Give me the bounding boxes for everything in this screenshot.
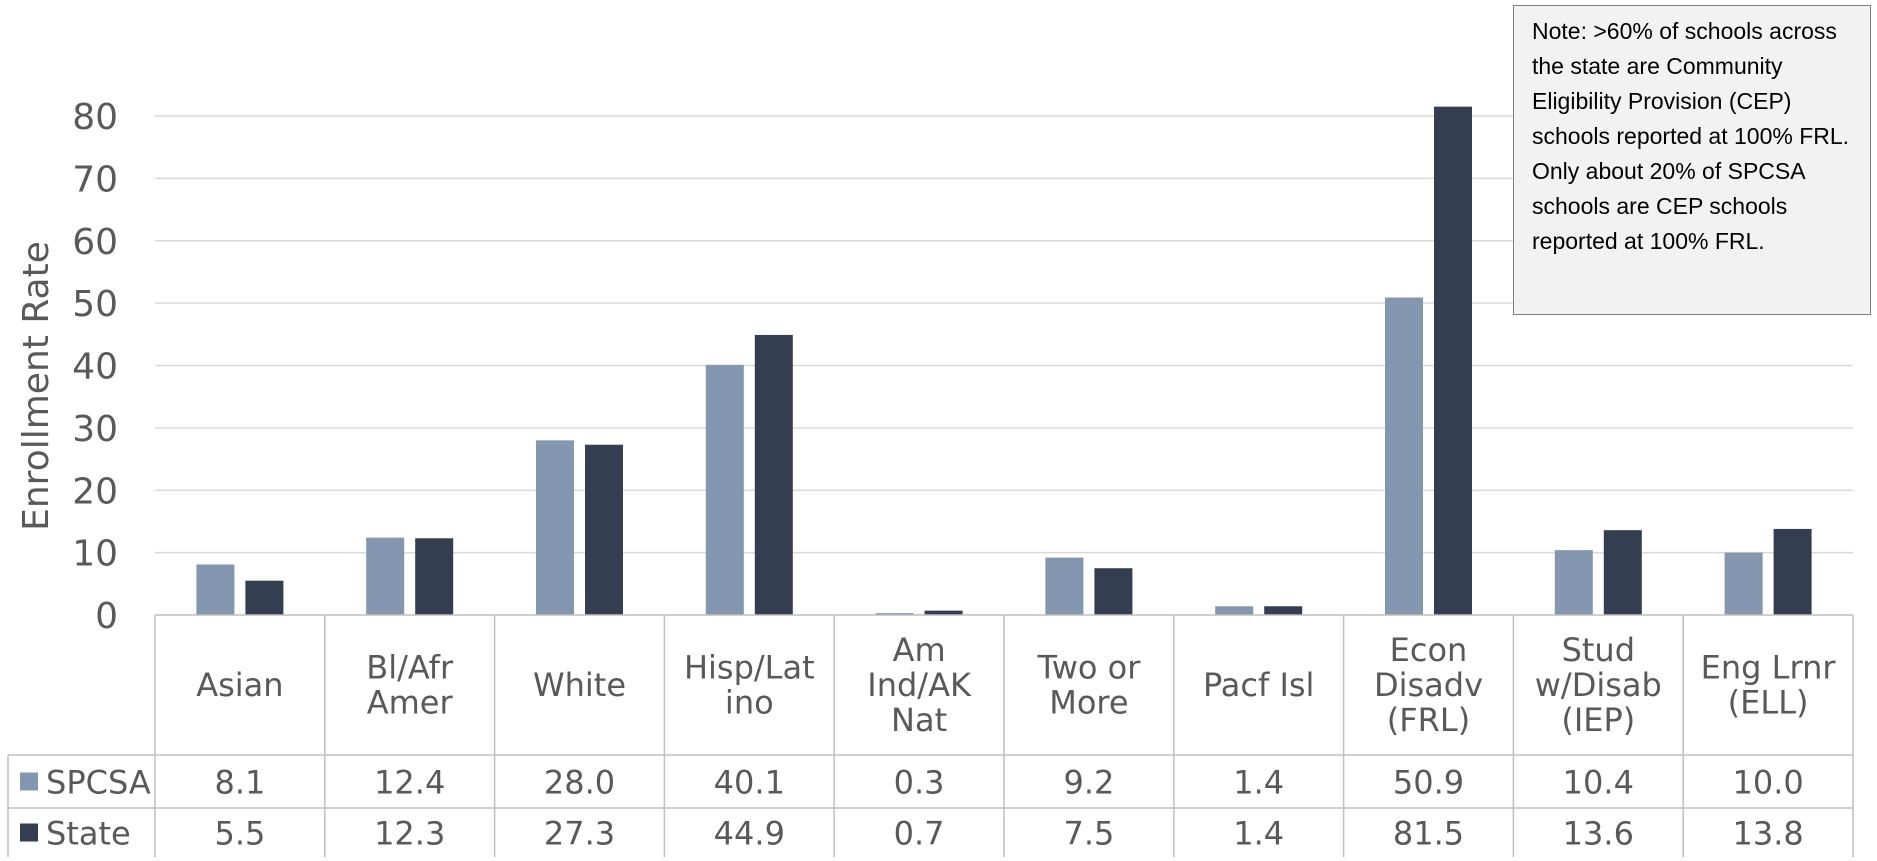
y-tick-label: 0 (95, 596, 118, 637)
bar-state-2 (585, 444, 623, 615)
x-category-label: Asian (196, 666, 283, 704)
x-category-label: Econ (1390, 631, 1468, 669)
x-category-label: Bl/Afr (366, 649, 454, 687)
note-text: Note: >60% of schools across the state a… (1532, 18, 1850, 254)
y-tick-label: 40 (72, 347, 118, 388)
bar-spcsa-5 (1045, 557, 1084, 615)
note-textbox: Note: >60% of schools across the state a… (1513, 5, 1871, 315)
bar-state-4 (924, 610, 963, 615)
bar-spcsa-3 (705, 364, 744, 615)
legend-key-spcsa (20, 772, 38, 791)
data-label: 10.4 (1563, 764, 1634, 802)
data-label: 27.3 (544, 815, 615, 853)
data-label: 81.5 (1393, 815, 1464, 853)
bar-spcsa-6 (1215, 606, 1254, 615)
bar-state-6 (1264, 606, 1303, 615)
x-category-label: Ind/AK (867, 666, 972, 704)
x-category-label: Nat (891, 701, 947, 739)
x-category-label: Disadv (1374, 666, 1483, 704)
y-tick-label: 60 (72, 222, 118, 263)
data-label: 50.9 (1393, 764, 1464, 802)
bar-state-1 (415, 538, 454, 615)
data-label: 1.4 (1233, 815, 1284, 853)
x-category-label: More (1049, 684, 1128, 722)
x-category-label: Eng Lrnr (1701, 649, 1837, 687)
data-label: 8.1 (214, 764, 265, 802)
bar-state-3 (754, 334, 793, 615)
data-label: 13.8 (1732, 815, 1803, 853)
x-category-label: (ELL) (1728, 684, 1809, 722)
bars (196, 106, 1812, 616)
bar-state-9 (1773, 528, 1812, 615)
data-label: 40.1 (714, 764, 785, 802)
data-label: 13.6 (1563, 815, 1634, 853)
legend-label-state: State (46, 815, 131, 853)
bar-spcsa-0 (196, 564, 235, 615)
bar-spcsa-2 (536, 440, 574, 615)
y-axis-ticks: 0 10 20 30 40 50 60 70 80 (72, 97, 118, 637)
x-category-label: Two or (1036, 649, 1141, 687)
data-label: 9.2 (1063, 764, 1114, 802)
gridlines (155, 115, 1853, 554)
x-category-label: (IEP) (1561, 701, 1635, 739)
x-category-label: Pacf Isl (1203, 666, 1315, 704)
x-category-label: w/Disab (1535, 666, 1662, 704)
data-label: 0.7 (894, 815, 945, 853)
x-category-label: (FRL) (1387, 701, 1470, 739)
data-label: 28.0 (544, 764, 615, 802)
bar-state-5 (1094, 568, 1133, 615)
data-label: 7.5 (1063, 815, 1114, 853)
x-category-label: Stud (1562, 631, 1635, 669)
y-tick-label: 20 (72, 471, 118, 512)
data-label: 10.0 (1732, 764, 1803, 802)
data-label: 44.9 (714, 815, 785, 853)
bar-spcsa-4 (875, 613, 914, 615)
legend-key-state (20, 823, 38, 842)
data-label: 5.5 (214, 815, 265, 853)
y-axis-title: Enrollment Rate (16, 241, 57, 531)
legend-label-spcsa: SPCSA (46, 764, 151, 802)
y-tick-label: 70 (72, 159, 118, 200)
x-category-label: ino (725, 684, 774, 722)
x-category-label: Am (893, 631, 946, 669)
x-category-label: Hisp/Lat (684, 649, 815, 687)
y-tick-label: 10 (72, 534, 118, 575)
data-label: 12.3 (374, 815, 445, 853)
bar-state-7 (1434, 106, 1472, 616)
x-category-label: Amer (367, 684, 454, 722)
bar-spcsa-7 (1385, 297, 1423, 615)
data-label: 0.3 (894, 764, 945, 802)
y-tick-label: 50 (72, 284, 118, 325)
bar-spcsa-9 (1724, 552, 1763, 615)
bar-state-8 (1603, 530, 1642, 615)
bar-spcsa-8 (1554, 550, 1593, 615)
data-label: 12.4 (374, 764, 445, 802)
bar-spcsa-1 (366, 537, 405, 615)
data-label: 1.4 (1233, 764, 1284, 802)
bar-state-0 (245, 580, 284, 615)
y-tick-label: 80 (72, 97, 118, 138)
y-tick-label: 30 (72, 409, 118, 450)
x-category-label: White (533, 666, 626, 704)
